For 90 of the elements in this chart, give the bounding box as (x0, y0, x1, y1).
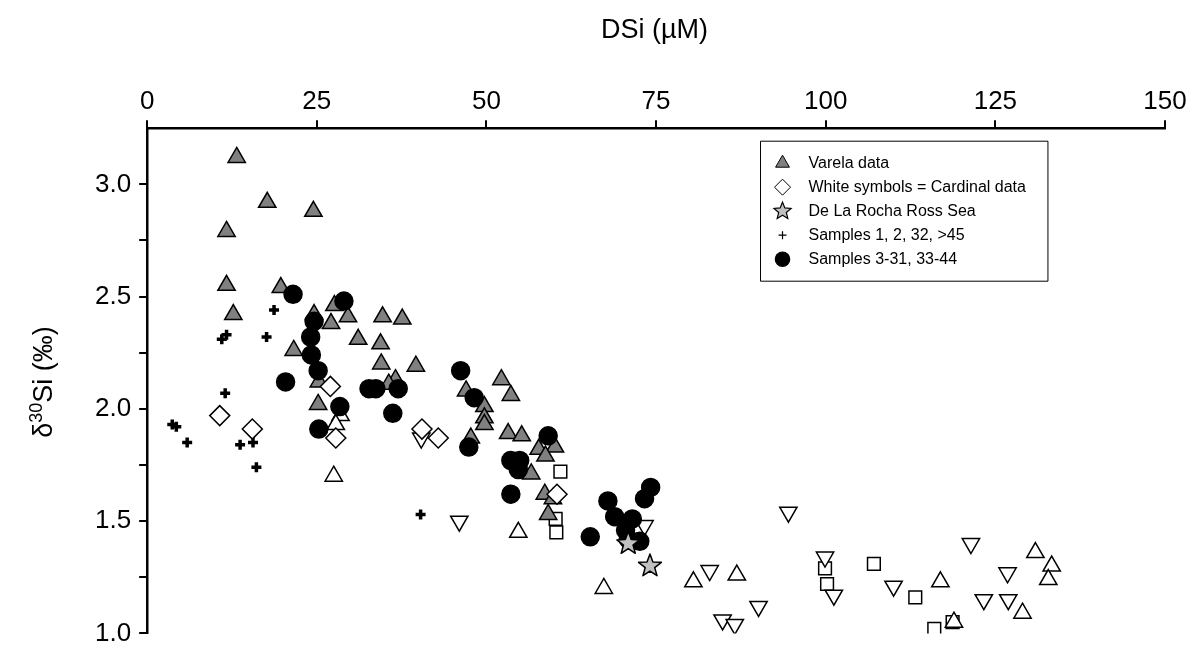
point (974, 593, 994, 611)
point (411, 418, 433, 440)
point (392, 308, 412, 325)
point (303, 200, 323, 218)
point (884, 580, 903, 597)
point (634, 488, 655, 509)
x-tick-label: 75 (641, 84, 671, 115)
point (371, 353, 391, 370)
legend-label: Samples 3-31, 33-44 (808, 249, 958, 267)
x-tick-label: 125 (973, 84, 1018, 115)
legend-label: Varela data (808, 153, 890, 171)
x-tick-label: 100 (804, 84, 848, 115)
x-tick-label: 150 (1143, 84, 1187, 115)
point (325, 427, 347, 449)
point (498, 422, 518, 440)
point (580, 527, 600, 547)
point (383, 403, 403, 424)
point (246, 435, 260, 450)
point (241, 418, 264, 440)
point (334, 291, 354, 311)
point (259, 330, 274, 344)
point (388, 378, 408, 399)
point (308, 360, 328, 381)
point (217, 220, 236, 238)
point (309, 419, 329, 439)
point (749, 600, 768, 618)
point (637, 553, 663, 577)
point (219, 328, 234, 342)
point (338, 306, 358, 323)
point (371, 333, 390, 350)
point (725, 618, 745, 634)
point (308, 393, 328, 411)
point (284, 339, 304, 357)
point (223, 303, 243, 321)
point (180, 435, 194, 450)
point (501, 384, 521, 402)
point (321, 312, 341, 330)
point (512, 425, 532, 442)
x-axis-title: DSi (µM) (599, 14, 709, 45)
point (459, 437, 479, 457)
point (961, 537, 981, 555)
point (501, 484, 521, 504)
x-tick-label: 0 (139, 84, 155, 115)
point (866, 556, 882, 571)
point (538, 426, 558, 446)
point (319, 375, 342, 398)
y-tick-label: 1.5 (94, 504, 132, 535)
point (464, 387, 484, 408)
point (908, 590, 923, 605)
point (209, 404, 231, 427)
x-tick-label: 25 (302, 84, 332, 115)
point (348, 328, 368, 346)
point (330, 396, 350, 417)
point (427, 427, 449, 449)
point (474, 413, 494, 431)
point (546, 483, 568, 505)
point (300, 327, 321, 347)
point (553, 464, 568, 479)
legend-label: White symbols = Cardinal data (808, 177, 1027, 195)
x-tick-label: 50 (471, 84, 501, 115)
point (304, 311, 324, 332)
point (275, 372, 296, 392)
point (491, 368, 511, 386)
point (218, 386, 232, 400)
point (227, 146, 247, 164)
point (700, 564, 720, 582)
y-tick-label: 2.0 (94, 392, 132, 423)
point (713, 614, 732, 631)
point (549, 525, 564, 540)
legend-label: De La Rocha Ross Sea (808, 201, 976, 219)
point (604, 506, 625, 527)
point (233, 438, 247, 452)
point (373, 306, 393, 323)
y-tick-label: 1.0 (94, 616, 132, 647)
point (450, 360, 471, 381)
point (249, 460, 264, 474)
point (406, 355, 426, 372)
y-tick-label: 3.0 (94, 167, 132, 198)
point (598, 491, 618, 511)
point (217, 274, 236, 292)
y-tick-label: 2.5 (94, 279, 132, 310)
legend-label: Samples 1, 2, 32, >45 (808, 225, 965, 243)
point (257, 191, 277, 209)
point (215, 332, 229, 347)
point (413, 507, 428, 522)
point (998, 593, 1018, 611)
point (267, 303, 281, 317)
point (815, 551, 835, 568)
point (301, 345, 322, 365)
point (824, 589, 844, 606)
